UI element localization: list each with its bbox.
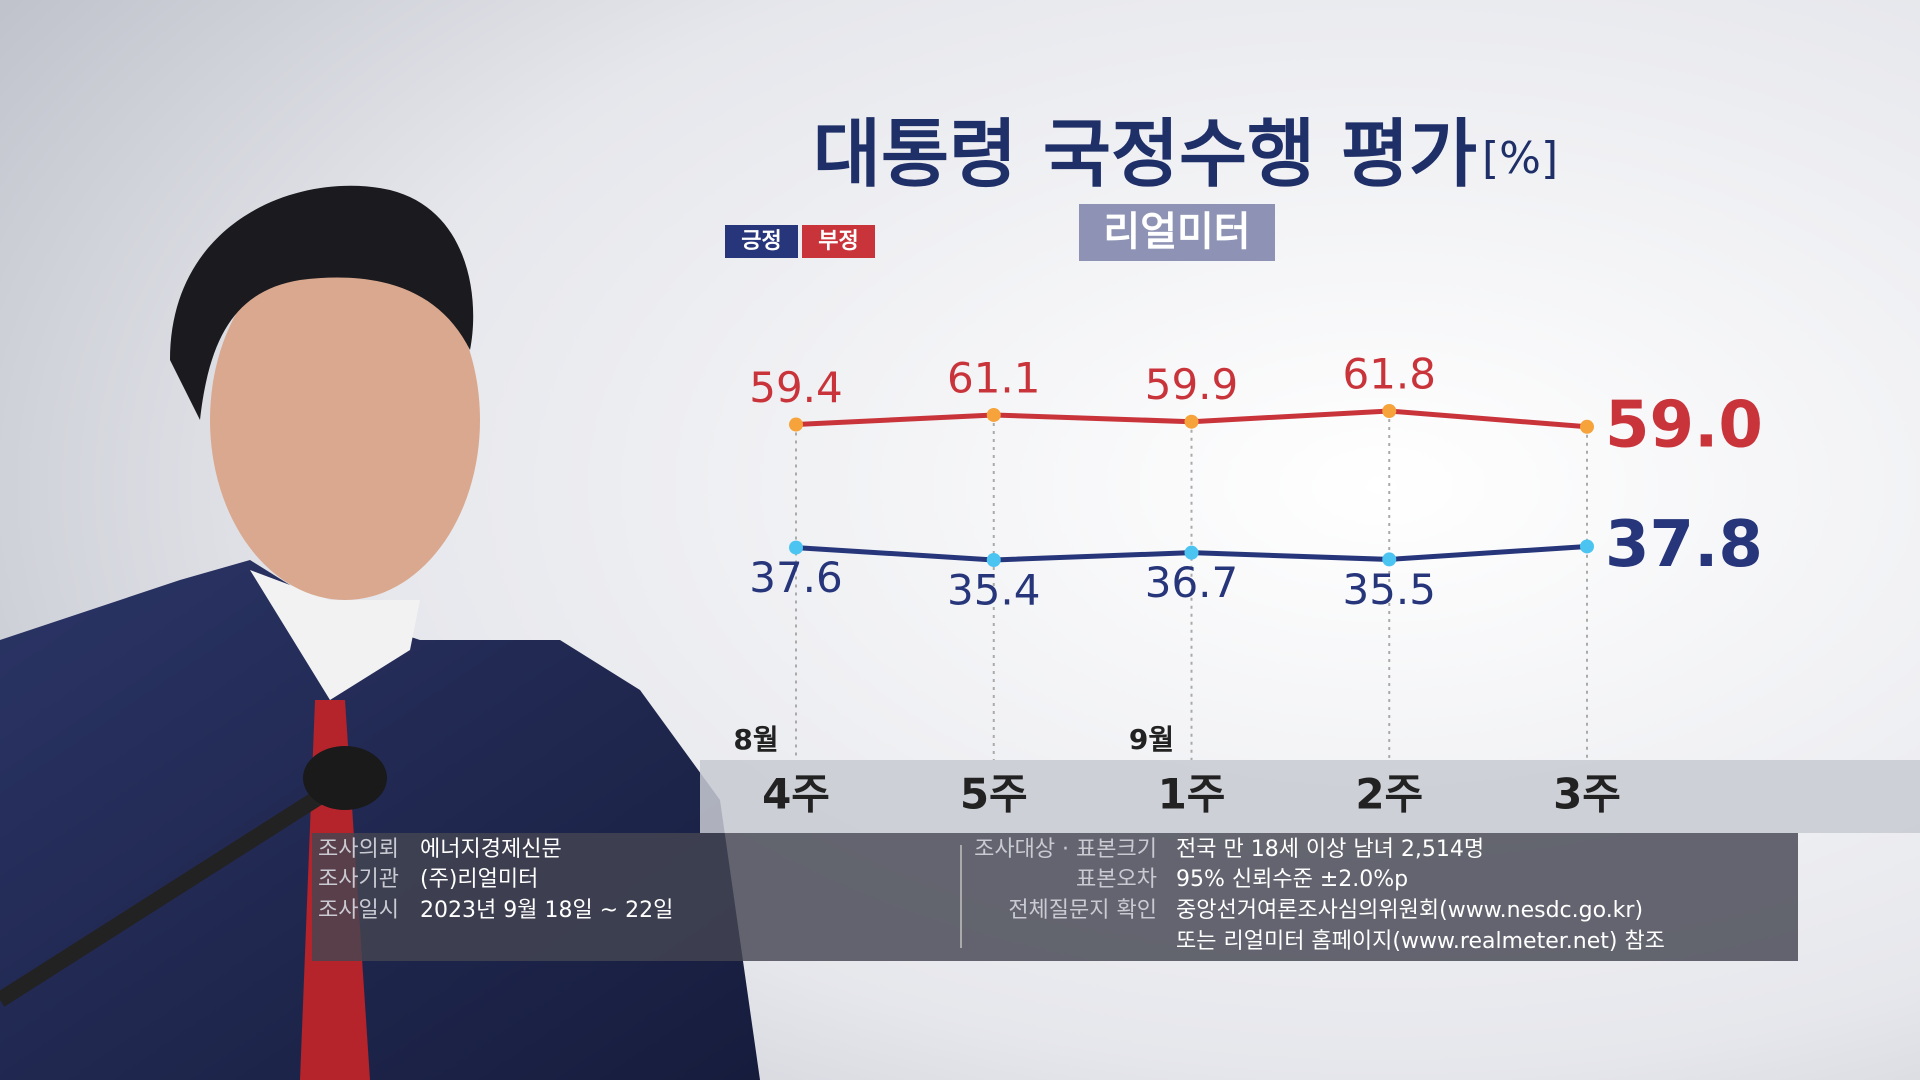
data-label: 59.4 (749, 363, 843, 412)
data-point (986, 407, 1001, 422)
data-label: 59.9 (1145, 360, 1239, 409)
data-label: 35.4 (947, 566, 1041, 615)
month-label: 8월 (733, 723, 778, 756)
info-panel (312, 833, 1798, 961)
legend-swatch (802, 225, 875, 258)
month-label: 9월 (1129, 723, 1174, 756)
info-label: 조사일시 (318, 898, 399, 923)
info-value: 중앙선거여론조사심의위원회(www.nesdc.go.kr) (1176, 898, 1643, 923)
data-label: 37.6 (749, 553, 843, 602)
data-point (789, 540, 803, 555)
data-point (986, 553, 1001, 567)
info-value: (주)리얼미터 (420, 867, 538, 892)
info-value: 전국 만 18세 이상 남녀 2,514명 (1176, 837, 1484, 862)
data-point (789, 417, 803, 432)
chart-title: 대통령 국정수행 평가 (813, 112, 1477, 198)
data-point (1184, 414, 1199, 429)
data-label: 35.5 (1342, 565, 1436, 614)
x-tick-label: 1주 (1158, 770, 1226, 819)
unit: [%] (1482, 133, 1558, 184)
data-label-latest: 59.0 (1605, 388, 1763, 462)
info-value: 95% 신뢰수준 ±2.0%p (1176, 867, 1408, 892)
data-label: 61.1 (947, 353, 1041, 402)
data-point (1382, 552, 1397, 567)
x-tick-label: 3주 (1553, 770, 1621, 819)
data-label: 61.8 (1342, 350, 1436, 399)
legend-label: 긍정 (741, 229, 781, 254)
info-value: 에너지경제신문 (420, 837, 562, 862)
info-label: 조사기관 (318, 867, 399, 892)
data-label: 36.7 (1145, 558, 1239, 607)
x-tick-label: 2주 (1355, 770, 1423, 819)
data-point (1580, 539, 1594, 554)
info-label: 전체질문지 확인 (1008, 898, 1157, 923)
info-label: 표본오차 (1076, 867, 1157, 892)
info-value: 2023년 9월 18일 ~ 22일 (420, 898, 673, 923)
info-label: 조사대상 · 표본크기 (974, 837, 1157, 862)
info-value: 또는 리얼미터 홈페이지(www.realmeter.net) 참조 (1176, 929, 1665, 954)
data-point (1382, 404, 1397, 418)
legend-swatch (725, 225, 798, 258)
data-point (1184, 545, 1199, 560)
info-label: 조사의뢰 (318, 837, 399, 862)
legend-label: 부정 (818, 229, 858, 254)
x-tick-label: 4주 (762, 770, 830, 819)
x-tick-label: 5주 (960, 770, 1028, 819)
category-band (700, 760, 1920, 833)
data-label-latest: 37.8 (1605, 508, 1763, 582)
subtitle-box (1079, 204, 1275, 261)
subtitle: 리얼미터 (1103, 209, 1250, 255)
data-point (1580, 419, 1594, 434)
